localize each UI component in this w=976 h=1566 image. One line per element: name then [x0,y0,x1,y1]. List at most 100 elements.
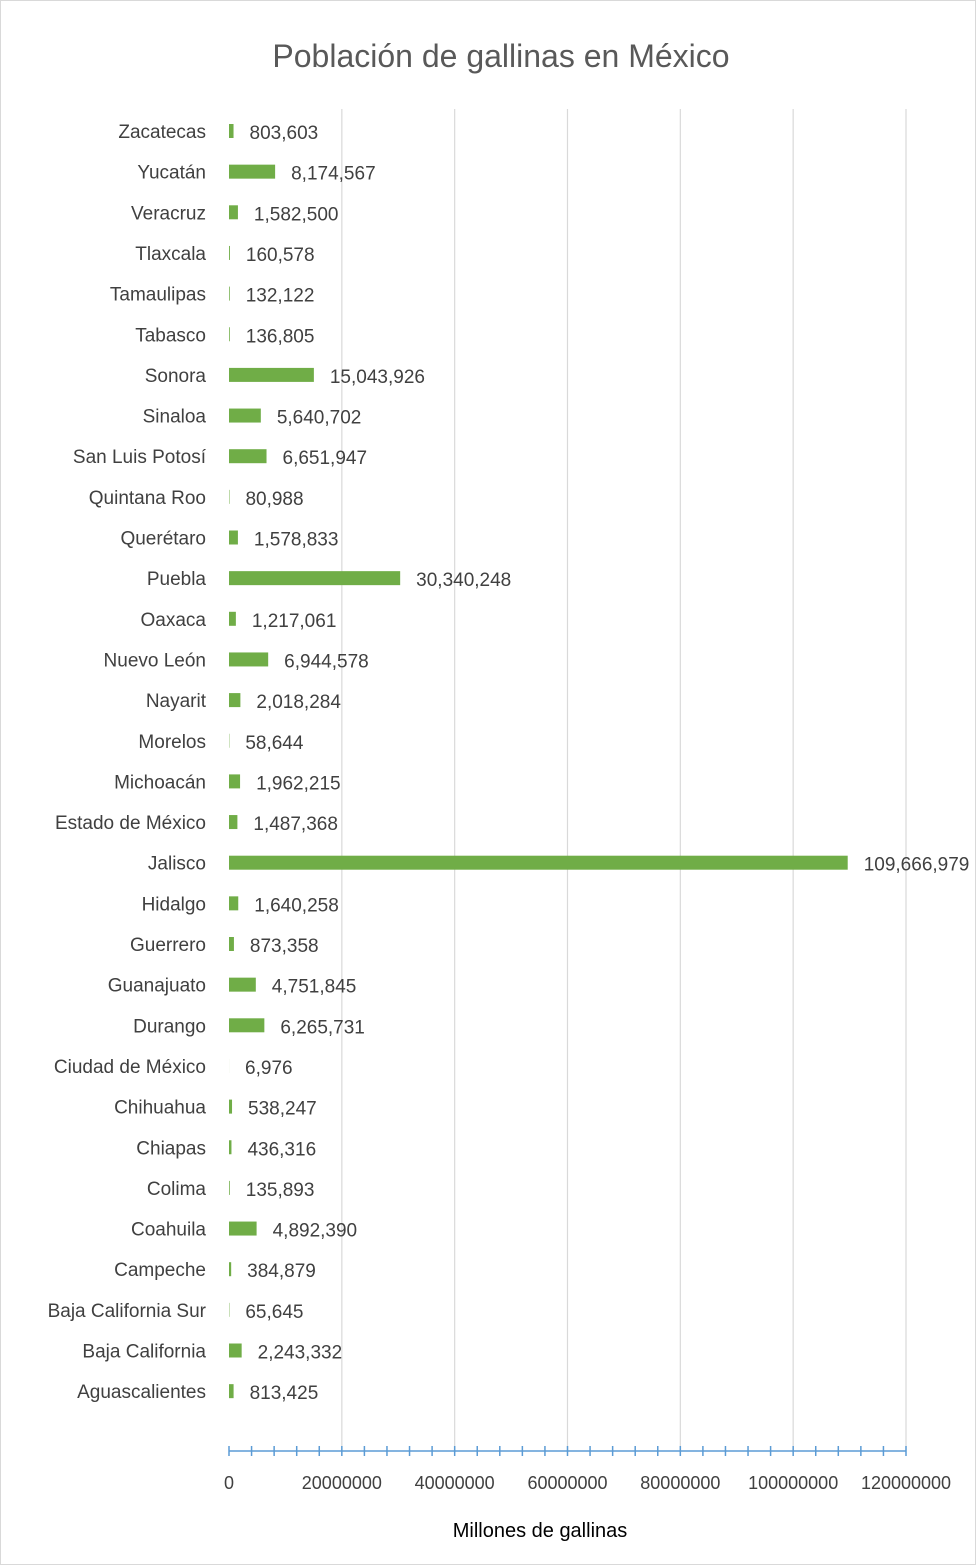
bar [229,937,234,951]
x-tick-label: 40000000 [415,1473,495,1493]
bar [229,856,848,870]
x-tick-label: 100000000 [748,1473,838,1493]
data-label: 6,651,947 [283,448,368,469]
x-axis [229,1446,906,1456]
data-label: 6,265,731 [280,1017,365,1038]
category-label: Estado de México [55,813,206,834]
category-label: Michoacán [114,772,206,793]
x-tick-label: 60000000 [527,1473,607,1493]
category-label: Chihuahua [114,1098,206,1119]
data-label: 109,666,979 [864,855,970,876]
data-label: 1,487,368 [253,814,338,835]
bar [229,327,230,341]
category-label: Baja California [82,1342,206,1363]
category-label: Ciudad de México [54,1057,206,1078]
data-label: 160,578 [246,245,315,266]
bar [229,531,238,545]
bar [229,1262,231,1276]
bar [229,693,240,707]
bar [229,571,400,585]
data-label: 1,582,500 [254,204,339,225]
category-label: Chiapas [136,1138,206,1159]
category-label: Coahuila [131,1220,206,1241]
category-label: Zacatecas [118,122,206,143]
bar [229,368,314,382]
data-label: 2,243,332 [258,1343,343,1364]
x-axis-title: Millones de gallinas [453,1520,628,1542]
data-label: 135,893 [246,1180,315,1201]
category-label: Aguascalientes [77,1382,206,1403]
category-labels: Zacatecas Yucatán Veracruz Tlaxcala Tamaulip… [48,122,207,1403]
bars [229,124,848,1398]
category-label: Hidalgo [142,894,206,915]
category-label: Tamaulipas [110,285,206,306]
category-label: Guanajuato [108,976,206,997]
x-tick-label: 80000000 [640,1473,720,1493]
data-label: 4,751,845 [272,977,357,998]
category-label: Morelos [138,732,206,753]
data-labels: 803,603 8,174,567 1,582,500 160,578 132,122 1… [245,123,969,1404]
x-tick-labels: 0 20000000 40000000 60000000 80000000 1000000… [224,1473,951,1493]
x-tick-label: 20000000 [302,1473,382,1493]
category-label: Colima [147,1179,207,1200]
category-label: Sonora [145,366,207,387]
chart-title: Población de gallinas en México [272,38,729,74]
data-label: 80,988 [245,489,303,510]
bar [229,287,230,301]
data-label: 136,805 [246,326,315,347]
category-label: Jalisco [148,854,206,875]
data-label: 8,174,567 [291,164,376,185]
category-label: Tlaxcala [135,244,206,265]
data-label: 6,944,578 [284,651,369,672]
data-label: 4,892,390 [273,1221,358,1242]
category-label: Puebla [147,569,207,590]
category-label: Quintana Roo [89,488,206,509]
bar [229,612,236,626]
category-label: San Luis Potosí [73,447,207,468]
bar [229,815,237,829]
data-label: 6,976 [245,1058,293,1079]
bar [229,165,275,179]
data-label: 1,962,215 [256,773,341,794]
bar [229,409,261,423]
category-label: Veracruz [131,203,206,224]
data-label: 873,358 [250,936,319,957]
x-tick-label: 0 [224,1473,234,1493]
bar [229,246,230,260]
category-label: Sinaloa [143,407,207,428]
bar [229,1384,234,1398]
category-label: Guerrero [130,935,206,956]
bar [229,1344,242,1358]
bar [229,1018,264,1032]
category-label: Querétaro [120,529,206,550]
data-label: 813,425 [250,1383,319,1404]
data-label: 15,043,926 [330,367,425,388]
data-label: 132,122 [246,286,315,307]
category-label: Nuevo León [104,650,206,671]
bar [229,124,234,138]
category-label: Tabasco [135,325,206,346]
bar [229,1100,232,1114]
data-label: 538,247 [248,1099,317,1120]
data-label: 58,644 [245,733,304,754]
category-label: Nayarit [146,691,207,712]
bar [229,1222,257,1236]
bar [229,1181,230,1195]
category-label: Baja California Sur [48,1301,207,1322]
category-label: Yucatán [137,163,206,184]
data-label: 30,340,248 [416,570,511,591]
bar [229,652,268,666]
gridlines [342,109,906,1451]
x-tick-label: 120000000 [861,1473,951,1493]
bar [229,205,238,219]
bar [229,1140,231,1154]
data-label: 803,603 [250,123,319,144]
data-label: 65,645 [245,1302,303,1323]
category-label: Durango [133,1016,206,1037]
category-label: Oaxaca [141,610,207,631]
data-label: 1,640,258 [254,895,339,916]
bar [229,896,238,910]
data-label: 5,640,702 [277,408,362,429]
